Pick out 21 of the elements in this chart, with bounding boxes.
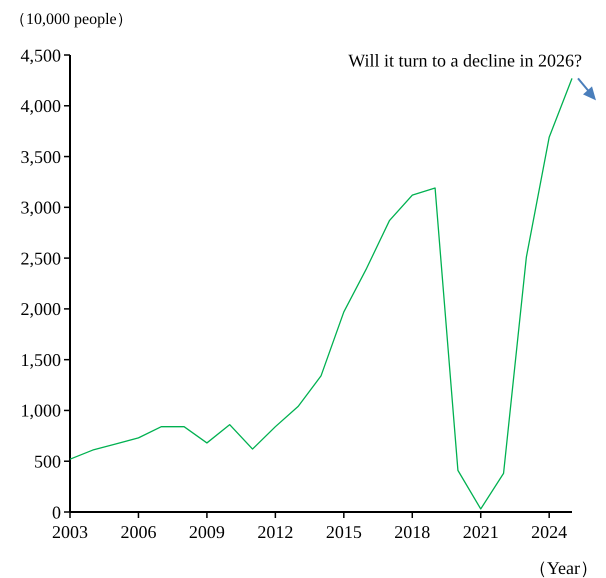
x-tick-label: 2021: [462, 522, 499, 542]
y-tick-label: 2,500: [20, 248, 61, 268]
x-tick-label: 2009: [188, 522, 225, 542]
y-tick-label: 2,000: [20, 299, 61, 320]
x-axis-title: （Year）: [528, 558, 598, 578]
y-tick-label: 1,000: [20, 400, 61, 421]
y-tick-label: 0: [52, 502, 61, 522]
x-tick-label: 2012: [257, 522, 294, 542]
x-tick-label: 2006: [120, 522, 156, 542]
y-axis-title: （10,000 people）: [10, 11, 133, 28]
y-tick-label: 4,000: [20, 96, 61, 116]
y-tick-label: 3,500: [20, 146, 61, 167]
x-tick-label: 2003: [52, 522, 88, 542]
x-tick-label: 2024: [531, 522, 568, 542]
y-tick-label: 1,500: [20, 350, 61, 370]
y-tick-label: 500: [34, 452, 61, 472]
y-tick-label: 4,500: [20, 45, 61, 66]
y-tick-label: 3,000: [20, 198, 61, 218]
x-tick-label: 2015: [326, 522, 362, 542]
annotation: Will it turn to a decline in 2026?: [348, 50, 582, 70]
x-tick-label: 2018: [394, 522, 430, 542]
